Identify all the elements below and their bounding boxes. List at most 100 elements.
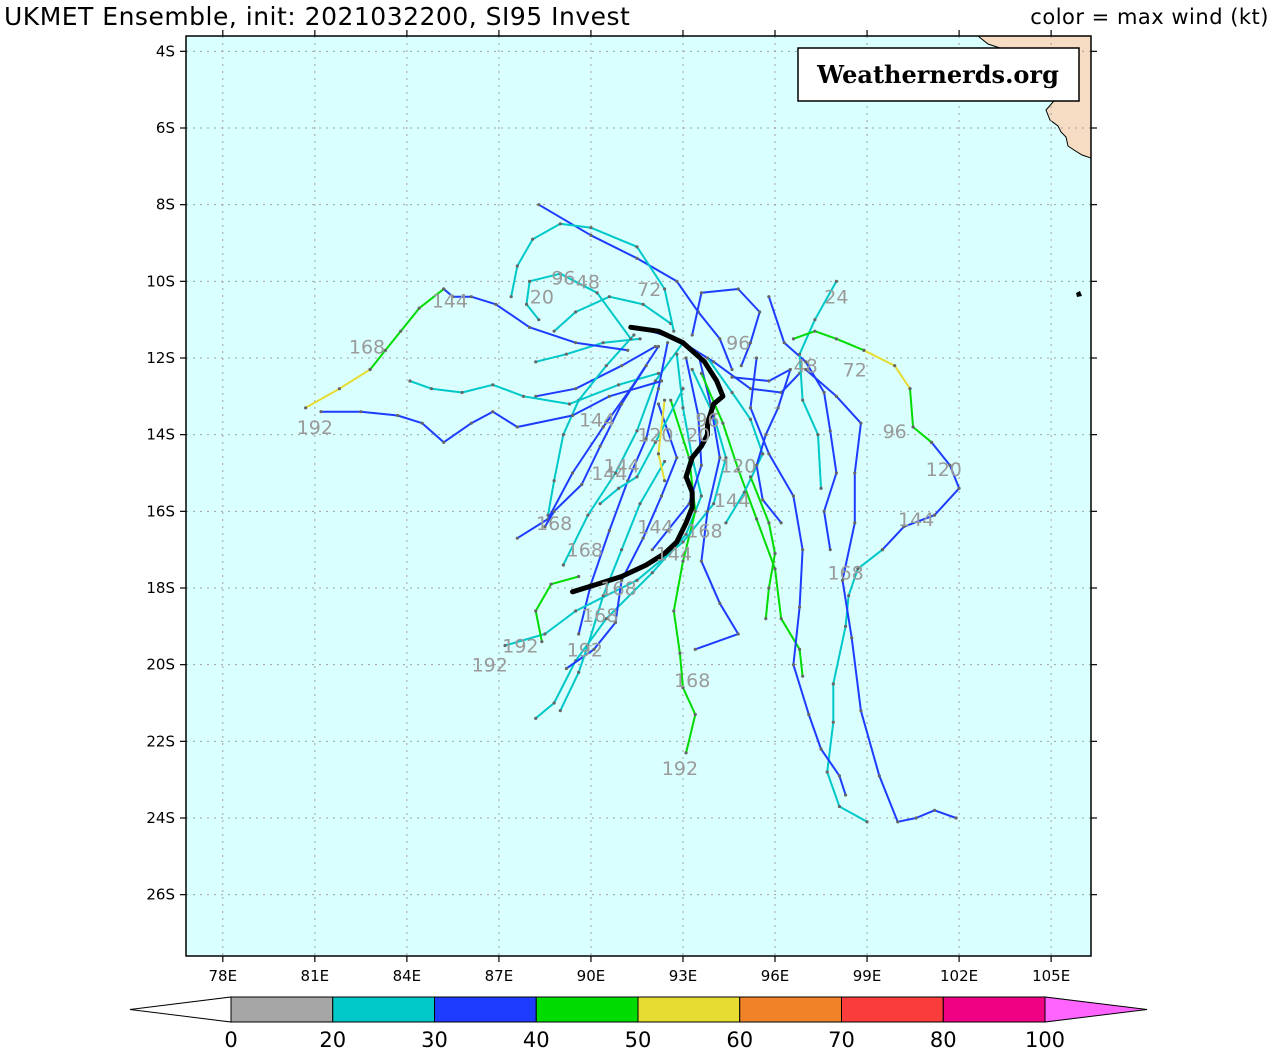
plot-frame [185, 35, 1092, 957]
track-point [773, 551, 777, 556]
track-point [932, 513, 937, 517]
lon-tick-label: 102E [940, 967, 978, 985]
track-point [552, 509, 556, 513]
track-point [914, 816, 918, 820]
track-point [782, 341, 786, 345]
track-point [620, 364, 624, 368]
track-point [564, 352, 569, 356]
track-point [451, 295, 455, 299]
track-point [767, 452, 771, 456]
track-point [629, 337, 633, 341]
track-point [801, 398, 805, 402]
track-point [684, 751, 688, 755]
track-point [828, 429, 832, 433]
track-point [641, 536, 645, 540]
track-point [699, 559, 703, 563]
colorbar-label: 30 [421, 1028, 448, 1052]
colorbar-segment [841, 996, 944, 1023]
forecast-hour-label: 192 [662, 758, 698, 780]
track-point [383, 348, 388, 352]
track-point [779, 521, 783, 525]
track-point [831, 720, 835, 724]
track-point [613, 620, 618, 625]
forecast-hour-label: 48 [576, 271, 600, 293]
colorbar-over-arrow [1044, 996, 1148, 1023]
track-point [813, 329, 817, 333]
track-point [304, 406, 308, 410]
forecast-hour-label: 96 [695, 409, 719, 431]
track-point [616, 383, 621, 387]
track-point [761, 452, 765, 456]
track-point [859, 709, 863, 713]
track-point [552, 701, 556, 705]
track-point [791, 494, 796, 498]
track-point [515, 425, 519, 429]
track-point [503, 643, 507, 648]
track-point [801, 674, 805, 678]
ensemble-member-track [651, 357, 703, 551]
track-point [893, 364, 897, 368]
track-point [672, 329, 676, 333]
track-point [558, 272, 562, 276]
color-legend-caption: color = max wind (kt) [1030, 5, 1269, 29]
lat-tick-label: 18S [146, 579, 175, 597]
track-point [656, 387, 661, 391]
colorbar-label: 20 [319, 1028, 346, 1052]
ocean-background [186, 36, 1091, 956]
track-point [515, 536, 519, 540]
colorbar-segment [942, 996, 1046, 1023]
track-point [650, 571, 654, 575]
track-point [491, 383, 495, 387]
track-point [797, 352, 802, 356]
track-point [791, 663, 796, 667]
track-point [690, 333, 694, 337]
track-point [767, 295, 771, 299]
track-point [681, 387, 685, 391]
track-point [804, 360, 808, 364]
track-point [797, 647, 802, 651]
forecast-hour-label: 168 [686, 521, 722, 543]
track-point [948, 463, 952, 467]
lon-tick-label: 87E [485, 967, 514, 985]
track-point [813, 318, 817, 322]
track-point [755, 356, 759, 360]
track-point [534, 716, 538, 720]
wind-colorbar: 0 20 30 40 50 60 70 80 100 [129, 996, 1148, 1052]
forecast-hour-label: 192 [567, 639, 603, 661]
track-point [831, 682, 835, 686]
forecast-hour-label: 168 [349, 337, 385, 359]
track-point [834, 337, 838, 341]
track-point [429, 387, 434, 391]
track-point [491, 410, 495, 414]
track-point [442, 440, 446, 444]
track-point [804, 367, 808, 372]
lat-tick-label: 4S [156, 42, 175, 60]
track-point [896, 820, 900, 824]
chart-title: UKMET Ensemble, init: 2021032200, SI95 I… [4, 2, 631, 31]
lon-tick-label: 81E [301, 967, 330, 985]
track-point [635, 256, 639, 260]
track-point [620, 402, 624, 406]
colorbar-label: 70 [828, 1028, 855, 1052]
track-point [537, 318, 541, 322]
track-point [607, 295, 611, 299]
track-point [549, 582, 553, 586]
forecast-hour-label: 120 [720, 455, 756, 477]
ensemble-member-track [767, 296, 838, 550]
track-point [442, 287, 446, 291]
lat-tick-label: 14S [146, 426, 175, 444]
track-point [718, 337, 722, 341]
track-point [736, 467, 740, 471]
track-point [705, 356, 710, 360]
forecast-hour-label: 144 [637, 517, 673, 539]
track-point [469, 421, 473, 425]
track-point [613, 471, 618, 475]
track-point [662, 459, 667, 464]
track-point [396, 413, 400, 418]
colorbar-label: 0 [224, 1028, 237, 1052]
track-point [662, 398, 667, 402]
track-point [644, 436, 648, 441]
colorbar-segment [739, 996, 842, 1023]
track-point [755, 463, 759, 467]
forecast-hour-label: 144 [656, 544, 692, 566]
